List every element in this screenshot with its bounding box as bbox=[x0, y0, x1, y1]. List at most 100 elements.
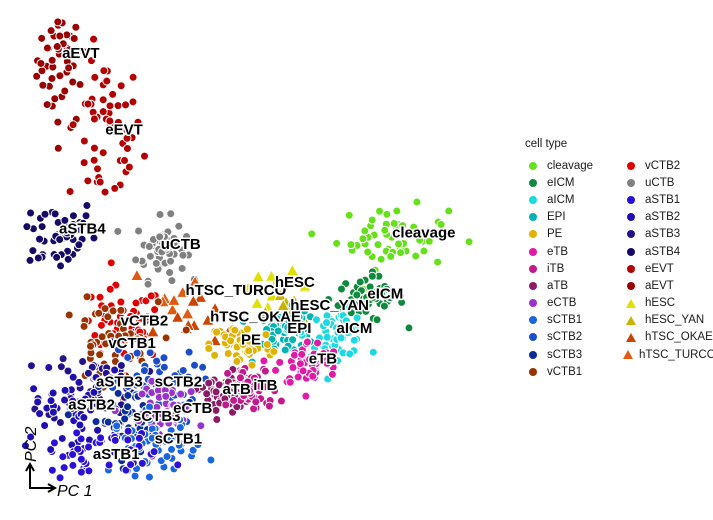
point-itb bbox=[229, 395, 239, 405]
point-etb bbox=[289, 350, 299, 360]
point-astb4 bbox=[89, 233, 99, 243]
point-cleavage bbox=[358, 234, 368, 244]
cluster-label-htsc-turco: hTSC_TURCO bbox=[185, 282, 286, 299]
point-cleavage bbox=[464, 237, 474, 247]
point-aevt bbox=[38, 80, 48, 90]
point-sctb2 bbox=[190, 360, 200, 370]
point-sctb3 bbox=[91, 417, 101, 427]
point-aevt bbox=[64, 45, 74, 55]
point-aevt bbox=[53, 143, 63, 153]
point-itb bbox=[221, 400, 231, 410]
point-eevt bbox=[116, 81, 126, 91]
point-sctb2 bbox=[113, 345, 123, 355]
points-layer bbox=[20, 17, 474, 483]
point-eevt bbox=[79, 158, 89, 168]
point-aevt bbox=[52, 42, 62, 52]
point-astb1 bbox=[137, 458, 147, 468]
point-astb1 bbox=[55, 473, 65, 483]
point-eevt bbox=[90, 72, 100, 82]
point-uctb bbox=[174, 221, 184, 231]
point-uctb bbox=[166, 256, 176, 266]
point-aevt bbox=[42, 100, 52, 110]
point-vctb2 bbox=[125, 311, 135, 321]
point-epi bbox=[283, 322, 293, 332]
point-eevt bbox=[99, 66, 109, 76]
point-astb2 bbox=[35, 409, 45, 419]
legend-item-htsc-turco: hTSC_TURCO bbox=[623, 346, 713, 363]
legend-label: aSTB3 bbox=[645, 228, 681, 241]
legend-item-aicm: aICM bbox=[525, 191, 617, 208]
cluster-label-astb3: aSTB3 bbox=[96, 373, 143, 390]
point-sctb1 bbox=[166, 435, 176, 445]
y-axis-title: PC 2 bbox=[23, 426, 40, 462]
point-astb2 bbox=[57, 433, 67, 443]
legend-column-2: vCTB2 uCTB aSTB1 aSTB2 aSTB3 aSTB4 eEVT aEVT hES… bbox=[623, 157, 713, 380]
legend-label: uCTB bbox=[645, 176, 675, 189]
point-astb2 bbox=[86, 405, 96, 415]
point-vctb2 bbox=[150, 305, 160, 315]
point-vctb1 bbox=[108, 306, 118, 316]
legend-label: iTB bbox=[547, 262, 565, 275]
point-eevt bbox=[128, 97, 138, 107]
point-uctb bbox=[113, 226, 123, 236]
point-astb4 bbox=[28, 246, 38, 256]
point-ectb bbox=[196, 421, 206, 431]
legend-item-astb3: aSTB3 bbox=[623, 226, 713, 243]
point-astb3 bbox=[63, 366, 73, 376]
point-astb4 bbox=[63, 254, 73, 264]
point-astb2 bbox=[106, 373, 116, 383]
point-aevt bbox=[50, 94, 60, 104]
point-hesc bbox=[298, 279, 312, 292]
point-uctb bbox=[169, 233, 179, 243]
point-hesc bbox=[265, 289, 279, 302]
legend-item-cleavage: cleavage bbox=[525, 157, 617, 174]
cluster-label-vctb1: vCTB1 bbox=[108, 335, 156, 352]
point-astb1 bbox=[134, 433, 144, 443]
point-vctb1 bbox=[64, 310, 74, 320]
point-atb bbox=[202, 389, 212, 399]
point-astb4 bbox=[81, 211, 91, 221]
point-astb4 bbox=[62, 228, 72, 238]
legend-key bbox=[525, 195, 541, 204]
point-uctb bbox=[155, 232, 165, 242]
point-eicm bbox=[352, 290, 362, 300]
point-ectb bbox=[176, 389, 186, 399]
point-ectb bbox=[147, 376, 157, 386]
point-sctb2 bbox=[184, 347, 194, 357]
point-sctb1 bbox=[144, 472, 154, 482]
cluster-label-itb: iTB bbox=[253, 377, 277, 394]
point-cleavage bbox=[382, 209, 392, 219]
legend-symbol bbox=[627, 195, 635, 204]
point-cleavage bbox=[392, 206, 402, 216]
point-itb bbox=[221, 384, 231, 394]
point-etb bbox=[329, 347, 339, 357]
legend-key bbox=[623, 161, 639, 170]
point-aevt bbox=[47, 73, 57, 83]
legend-item-sctb1: sCTB1 bbox=[525, 312, 617, 329]
legend-symbol bbox=[627, 161, 635, 170]
point-aicm bbox=[349, 335, 359, 345]
point-astb2 bbox=[60, 385, 70, 395]
point-vctb1 bbox=[116, 305, 126, 315]
legend-label: sCTB2 bbox=[547, 331, 583, 344]
point-uctb bbox=[177, 263, 187, 273]
point-eevt bbox=[89, 155, 99, 165]
legend-symbol bbox=[529, 264, 537, 273]
point-astb2 bbox=[44, 363, 54, 373]
point-cleavage bbox=[411, 251, 421, 261]
point-cleavage bbox=[394, 239, 404, 249]
point-astb4 bbox=[35, 234, 45, 244]
point-sctb2 bbox=[145, 348, 155, 358]
point-astb2 bbox=[91, 372, 101, 382]
point-aevt bbox=[75, 80, 85, 90]
point-aevt bbox=[71, 22, 81, 32]
point-astb4 bbox=[37, 222, 47, 232]
point-sctb2 bbox=[170, 371, 180, 381]
point-eicm bbox=[336, 284, 346, 294]
point-astb2 bbox=[40, 420, 50, 430]
point-ectb bbox=[186, 387, 196, 397]
point-eevt bbox=[83, 99, 93, 109]
point-sctb1 bbox=[112, 421, 122, 431]
point-astb3 bbox=[99, 398, 109, 408]
point-astb1 bbox=[59, 463, 69, 473]
